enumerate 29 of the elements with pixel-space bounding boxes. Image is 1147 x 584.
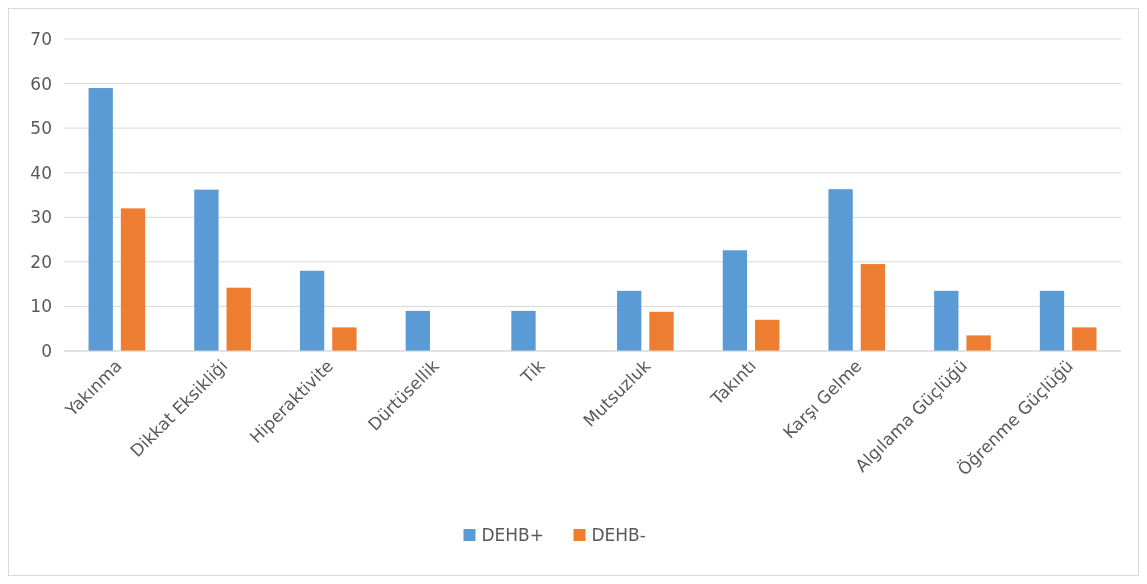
bar	[860, 264, 886, 351]
bar	[1039, 290, 1065, 351]
y-tick-label: 60	[30, 73, 52, 94]
bar	[1072, 327, 1097, 351]
bar	[299, 270, 325, 351]
bar	[511, 310, 536, 351]
legend-label: DEHB-	[591, 524, 646, 545]
y-tick-label: 30	[30, 207, 52, 228]
legend-label: DEHB+	[481, 524, 545, 545]
y-tick-label: 10	[30, 296, 52, 317]
bar	[88, 88, 113, 351]
bar	[120, 208, 146, 351]
bar	[966, 335, 991, 351]
y-tick-label: 20	[30, 251, 52, 272]
y-tick-label: 50	[30, 118, 52, 139]
bar	[934, 290, 959, 351]
bar	[405, 310, 430, 351]
bar	[755, 319, 780, 351]
bar	[617, 290, 642, 351]
bar	[722, 250, 748, 351]
bar	[226, 287, 251, 351]
x-tick-label: Tik	[516, 355, 549, 388]
y-tick-label: 0	[41, 340, 52, 361]
bar	[649, 311, 674, 351]
bar	[828, 189, 853, 351]
y-tick-label: 70	[30, 28, 52, 49]
y-tick-label: 40	[30, 162, 52, 183]
bar	[194, 189, 219, 351]
bar	[332, 327, 357, 351]
